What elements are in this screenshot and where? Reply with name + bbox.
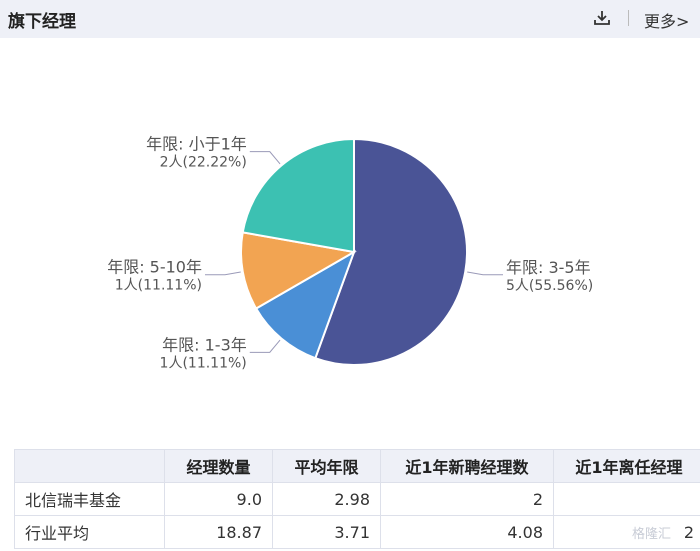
table-header-cell: 经理数量 (164, 449, 273, 483)
table-cell-name: 行业平均 (14, 515, 165, 549)
table-cell: 4.08 (380, 515, 554, 549)
pie-slice (240, 231, 357, 310)
table-header-cell: 近1年离任经理 (553, 449, 700, 483)
pie-slice-count-label: 5人(55.56%) (506, 278, 593, 294)
manager-stats-table-wrapper: 经理数量 平均年限 近1年新聘经理数 近1年离任经理 北信瑞丰基金 9.0 2.… (14, 449, 700, 551)
table-header-cell: 近1年新聘经理数 (380, 449, 554, 483)
pie-slice (314, 137, 468, 366)
watermark-logo: 格隆汇 (632, 527, 672, 542)
panel-header: 旗下经理 更多> (0, 0, 700, 38)
table-cell-name: 北信瑞丰基金 (14, 482, 165, 516)
download-icon[interactable] (592, 8, 612, 28)
pie-slice (241, 137, 355, 254)
table-row: 北信瑞丰基金 9.0 2.98 2 (14, 482, 700, 516)
table-row: 行业平均 18.87 3.71 4.08 2 (14, 515, 700, 549)
table-cell: 2 (553, 515, 700, 549)
manager-stats-table: 经理数量 平均年限 近1年新聘经理数 近1年离任经理 北信瑞丰基金 9.0 2.… (14, 449, 700, 549)
table-cell: 2.98 (272, 482, 381, 516)
pie-slice-count-label: 1人(11.11%) (115, 278, 202, 294)
table-header-cell: 平均年限 (272, 449, 381, 483)
pie-leader-line (204, 271, 241, 276)
header-divider (628, 10, 629, 26)
table-header-cell (14, 449, 165, 483)
pie-slice-count-label: 2人(22.22%) (160, 155, 247, 171)
table-cell (553, 482, 700, 516)
table-cell: 9.0 (164, 482, 273, 516)
pie-slice-label: 年限: 小于1年 (146, 135, 247, 154)
table-cell: 2 (380, 482, 554, 516)
pie-slice-label: 年限: 5-10年 (107, 258, 202, 277)
pie-slice-label: 年限: 3-5年 (506, 258, 591, 277)
table-header-row: 经理数量 平均年限 近1年新聘经理数 近1年离任经理 (14, 449, 700, 483)
pie-slice-label: 年限: 1-3年 (162, 335, 247, 354)
pie-leader-line (467, 271, 504, 276)
panel-title: 旗下经理 (8, 12, 76, 32)
table-cell: 18.87 (164, 515, 273, 549)
more-link[interactable]: 更多> (644, 12, 690, 31)
pie-slice-count-label: 1人(11.11%) (160, 355, 247, 371)
pie-leader-line (249, 151, 281, 165)
table-cell: 3.71 (272, 515, 381, 549)
pie-leader-line (249, 339, 281, 353)
pie-slice (254, 249, 356, 360)
